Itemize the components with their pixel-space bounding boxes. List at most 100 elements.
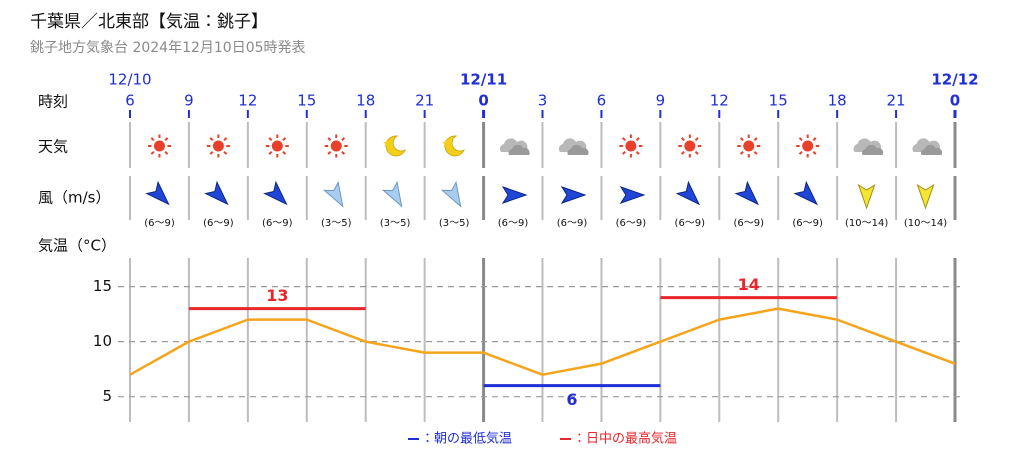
- star: [383, 139, 392, 147]
- sun-ray: [327, 150, 332, 155]
- wind-label: (6〜9): [498, 218, 529, 229]
- sun: [625, 140, 637, 152]
- sun-ray: [635, 150, 640, 155]
- sun-ray: [812, 137, 817, 142]
- wind-label: (6〜9): [733, 218, 764, 229]
- sun-ray: [694, 150, 699, 155]
- sun: [271, 140, 283, 152]
- wind-label: (6〜9): [675, 218, 706, 229]
- hour-label: 15: [769, 92, 788, 110]
- y-tick-label: 10: [93, 332, 112, 350]
- weather-icon: [499, 138, 530, 155]
- row-label: 時刻: [38, 93, 68, 111]
- sun-ray: [268, 150, 273, 155]
- wind-arrow: [734, 180, 760, 206]
- wind-label: (6〜9): [792, 218, 823, 229]
- wind-label: (3〜5): [321, 218, 352, 229]
- sun-ray: [341, 137, 346, 142]
- hour-label: 9: [184, 92, 194, 110]
- weather-icon: [147, 134, 171, 158]
- sun-ray: [327, 137, 332, 142]
- wind-label: (3〜5): [439, 218, 470, 229]
- wind-label: (6〜9): [203, 218, 234, 229]
- legend-label: ：日中の最高気温: [573, 431, 677, 447]
- weather-icon: [853, 138, 884, 155]
- sun-ray: [694, 137, 699, 142]
- hour-label: 3: [538, 92, 548, 110]
- wind-label: (6〜9): [144, 218, 175, 229]
- hour-label: 9: [656, 92, 666, 110]
- hour-label: 6: [125, 92, 135, 110]
- sun: [743, 140, 755, 152]
- wind-arrow: [560, 186, 587, 204]
- sun-ray: [622, 137, 626, 142]
- y-axis-label: 気温（°C）: [38, 237, 116, 255]
- sun-ray: [680, 150, 685, 155]
- sun-ray: [164, 137, 169, 142]
- wind-label: (6〜9): [557, 218, 588, 229]
- hour-label: 21: [887, 92, 906, 110]
- wind-arrow: [619, 186, 646, 204]
- y-tick-label: 5: [102, 387, 112, 405]
- sun-ray: [753, 137, 758, 142]
- wind-arrow: [381, 180, 403, 208]
- hour-label: 18: [828, 92, 847, 110]
- wind-arrow: [916, 183, 935, 210]
- sun-ray: [150, 150, 155, 155]
- wind-arrow: [322, 180, 344, 208]
- sun: [330, 140, 342, 152]
- cloud: [862, 144, 884, 155]
- cloud: [920, 144, 943, 155]
- date-label: 12/11: [460, 71, 507, 89]
- wind-arrow: [440, 180, 462, 208]
- hour-label: 12: [710, 92, 729, 110]
- weather-icon: [324, 134, 348, 158]
- weather-icon: [796, 134, 820, 158]
- cloud: [508, 144, 530, 155]
- extreme-line: [188, 296, 838, 311]
- date-label: 12/10: [108, 71, 151, 89]
- weather-icon: [737, 134, 761, 158]
- weather-icon: [383, 135, 407, 157]
- hour-label: 12: [238, 92, 257, 110]
- wind-arrow: [145, 180, 170, 206]
- hour-label: 15: [297, 92, 316, 110]
- weather-icon: [678, 134, 702, 158]
- wind-arrow: [857, 183, 876, 210]
- extreme-label: 6: [566, 390, 577, 409]
- row-label: 風（m/s）: [38, 189, 110, 207]
- sun-ray: [164, 150, 169, 155]
- sun: [802, 140, 814, 152]
- wind-label: (10〜14): [904, 218, 947, 229]
- legend-label: ：朝の最低気温: [421, 431, 512, 447]
- sun-ray: [753, 150, 758, 155]
- weather-icon: [206, 134, 230, 158]
- title: 千葉県／北東部【気温：銚子】: [30, 12, 268, 32]
- wind-arrow: [793, 180, 818, 206]
- sun-ray: [282, 137, 287, 142]
- hour-label: 0: [478, 92, 488, 110]
- sun-ray: [739, 137, 744, 142]
- temperature-line: [129, 307, 956, 376]
- hour-label: 18: [356, 92, 375, 110]
- wind-label: (6〜9): [262, 218, 293, 229]
- weather-icon: [912, 138, 943, 155]
- hour-label: 0: [950, 92, 960, 110]
- hour-label: 6: [597, 92, 607, 110]
- sun-ray: [209, 137, 214, 142]
- wind-arrow: [501, 186, 528, 204]
- star: [442, 139, 451, 147]
- extreme-label: 14: [738, 275, 760, 294]
- extreme-label: 13: [266, 286, 288, 305]
- wind-arrow: [204, 180, 229, 206]
- sun-ray: [739, 150, 744, 155]
- wind-label: (3〜5): [380, 218, 411, 229]
- row-label: 天気: [38, 138, 68, 156]
- weather-icon: [619, 134, 643, 158]
- hour-label: 21: [415, 92, 434, 110]
- wind-label: (6〜9): [616, 218, 647, 229]
- sun: [153, 140, 165, 152]
- cloud: [567, 144, 589, 155]
- sun-ray: [680, 137, 685, 142]
